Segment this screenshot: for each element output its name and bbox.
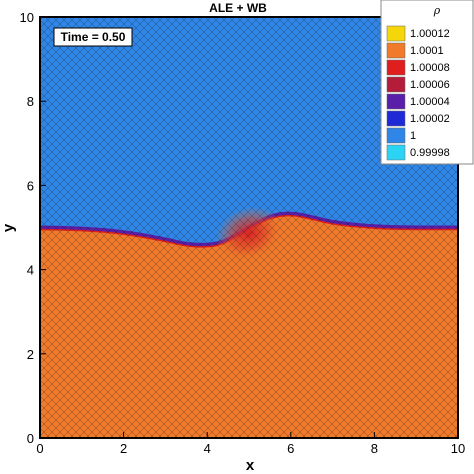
axis-ticks: 0 2 4 6 8 10 0 2 4 6 8 10 [20,10,466,456]
colorbar-swatch [386,127,406,144]
y-tick-label: 0 [27,431,34,446]
x-tick-label: 2 [120,441,127,456]
colorbar-legend: ρ 1.00012 1.0001 1.00008 1.00006 1.00004 1.00… [380,0,474,165]
x-tick-label: 0 [36,441,43,456]
colorbar-level-label: 0.99998 [410,147,450,159]
plot-frame [39,16,459,439]
colorbar-level-label: 1.00004 [410,96,450,108]
x-tick-label: 10 [451,441,465,456]
x-tick-label: 6 [287,441,294,456]
colorbar-level-label: 1 [410,130,416,142]
y-tick-label: 4 [27,263,34,278]
colorbar-swatch [386,25,406,42]
time-label: Time = 0.50 [61,30,126,44]
colorbar-level-label: 1.0001 [410,45,444,57]
colorbar-title: ρ [433,4,441,17]
colorbar-swatch [386,93,406,110]
colorbar-level-label: 1.00006 [410,79,450,91]
colorbar-swatch [386,110,406,127]
x-tick-label: 8 [371,441,378,456]
x-axis-title: x [246,457,255,474]
y-tick-label: 6 [27,178,34,193]
y-tick-label: 10 [20,10,34,25]
time-annotation: Time = 0.50 [53,27,133,47]
colorbar-swatch [386,59,406,76]
colorbar-level-label: 1.00008 [410,62,450,74]
x-tick-label: 4 [204,441,211,456]
y-tick-label: 2 [27,347,34,362]
colorbar-swatch [386,144,406,161]
colorbar-level-label: 1.00002 [410,113,450,125]
colorbar-level-label: 1.00012 [410,28,450,40]
plot-title: ALE + WB [209,1,267,15]
y-axis-title: y [0,223,17,232]
colorbar-swatch [386,76,406,93]
colorbar-swatch [386,42,406,59]
y-tick-label: 8 [27,94,34,109]
